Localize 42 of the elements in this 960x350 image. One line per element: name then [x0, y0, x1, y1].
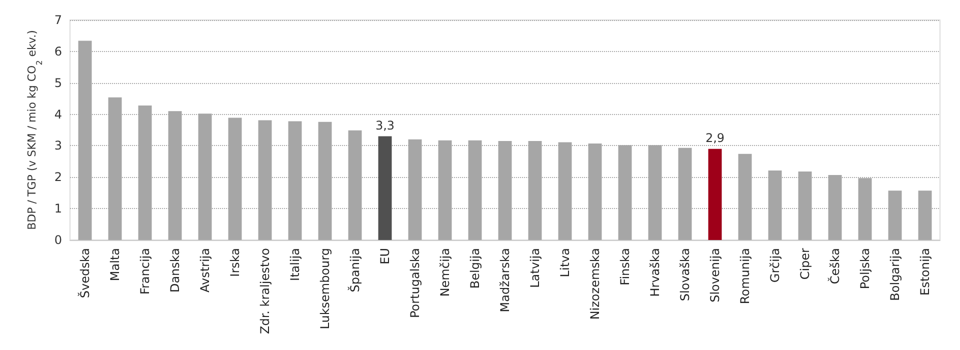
x-tick-label: Portugalska	[408, 248, 422, 318]
bar	[708, 148, 722, 240]
x-tick-label: Madžarska	[498, 248, 512, 312]
x-tick-label: Grčija	[768, 248, 782, 283]
x-tick-label: Ciper	[798, 248, 812, 280]
x-tick-label: Poljska	[858, 248, 872, 290]
data-label: 3,3	[375, 118, 395, 132]
x-tick-label: EU	[378, 248, 392, 264]
x-tick-label: Irska	[228, 248, 242, 277]
x-tick-label: Danska	[168, 248, 182, 293]
y-tick-label: 1	[54, 202, 62, 216]
x-tick-label: Estonija	[918, 248, 932, 296]
x-tick-label: Luksembourg	[318, 248, 332, 330]
x-tick-label: Nizozemska	[588, 248, 602, 320]
y-tick-label: 7	[54, 13, 62, 27]
x-tick-label: Španija	[347, 248, 362, 292]
x-tick-label: Malta	[108, 248, 122, 282]
y-tick-label: 2	[54, 170, 62, 184]
y-tick-label: 3	[54, 138, 62, 153]
x-tick-label: Litva	[558, 248, 572, 278]
x-tick-label: Avstrija	[198, 248, 212, 293]
x-tick-label: Slovenija	[708, 248, 722, 302]
x-tick-label: Romunija	[738, 248, 752, 304]
x-tick-label: Hrvaška	[648, 248, 662, 297]
y-tick-label: 0	[54, 233, 62, 247]
x-tick-label: Slovaška	[678, 248, 692, 302]
x-tick-label: Italija	[288, 248, 302, 281]
x-tick-label: Nemčija	[438, 248, 452, 297]
x-tick-label: Belgija	[468, 248, 482, 289]
x-tick-label: Češka	[827, 248, 842, 284]
x-tick-label: Finska	[618, 248, 632, 286]
x-tick-label: Bolgarija	[888, 248, 902, 301]
x-tick-label: Zdr. kraljestvo	[258, 248, 272, 334]
y-tick-label: 6	[54, 44, 62, 58]
x-tick-label: Švedska	[77, 248, 92, 298]
y-tick-label: 4	[54, 107, 62, 122]
data-label: 2,9	[705, 130, 725, 145]
bar	[378, 136, 392, 240]
x-tick-label: Francija	[138, 248, 152, 295]
x-tick-label: Latvija	[528, 248, 542, 288]
y-axis-title: BDP / TGP (v SKM / mio kg CO2 ekv.)	[25, 30, 44, 230]
y-tick-label: 5	[54, 76, 62, 90]
